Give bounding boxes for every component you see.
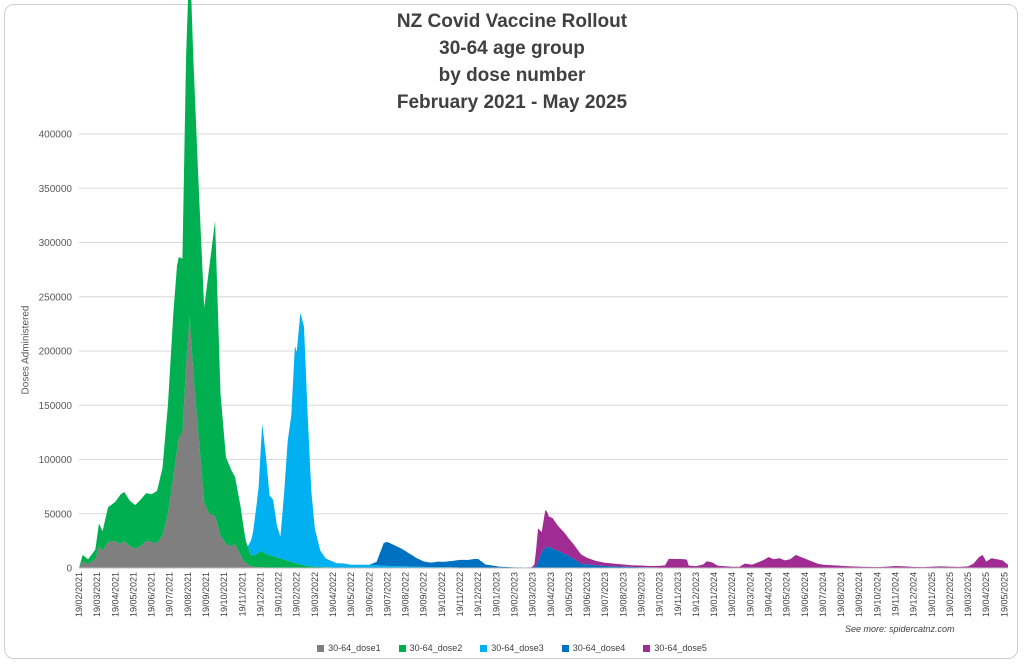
- legend-item: 30-64_dose5: [643, 643, 707, 653]
- x-tick-label: 19/10/2024: [872, 572, 882, 617]
- chart-title: NZ Covid Vaccine Rollout 30-64 age group…: [0, 8, 1024, 116]
- x-tick-label: 19/05/2022: [346, 572, 356, 617]
- y-tick-label: 200000: [39, 347, 73, 358]
- x-tick-label: 19/04/2021: [110, 572, 120, 617]
- x-tick-label: 19/09/2024: [854, 572, 864, 617]
- x-tick-label: 19/04/2022: [328, 572, 338, 617]
- x-tick-label: 19/08/2021: [183, 572, 193, 617]
- legend-item: 30-64_dose4: [561, 643, 626, 653]
- legend: 30-64_dose1 30-64_dose2 30-64_dose3 30-64_d…: [0, 643, 1024, 653]
- y-tick-label: 0: [66, 564, 72, 575]
- legend-swatch: [561, 644, 569, 652]
- legend-swatch: [317, 644, 325, 652]
- x-tick-label: 19/02/2024: [727, 572, 737, 617]
- y-tick-label: 350000: [39, 184, 73, 195]
- x-tick-label: 19/03/2025: [963, 572, 973, 617]
- legend-item: 30-64_dose2: [398, 643, 463, 653]
- x-tick-label: 19/02/2023: [509, 572, 519, 617]
- x-tick-label: 19/03/2023: [528, 572, 538, 617]
- x-tick-label: 19/04/2025: [981, 572, 991, 617]
- x-tick-label: 19/09/2022: [419, 572, 429, 617]
- y-tick-label: 50000: [44, 509, 72, 520]
- legend-swatch: [480, 644, 488, 652]
- x-tick-label: 19/01/2024: [709, 572, 719, 617]
- x-tick-label: 19/03/2021: [92, 572, 102, 617]
- x-tick-labels: 19/02/2021 19/03/2021 19/04/2021 19/05/2021…: [74, 572, 1009, 617]
- x-tick-label: 19/09/2023: [636, 572, 646, 617]
- x-tick-label: 19/11/2023: [673, 572, 683, 616]
- x-tick-label: 19/12/2023: [691, 572, 701, 617]
- legend-label: 30-64_dose1: [328, 643, 381, 653]
- x-tick-label: 19/03/2022: [310, 572, 320, 617]
- x-tick-label: 19/06/2021: [147, 572, 157, 617]
- x-tick-label: 19/10/2021: [219, 572, 229, 617]
- x-tick-label: 19/07/2022: [382, 572, 392, 617]
- x-tick-label: 19/08/2022: [401, 572, 411, 617]
- x-tick-label: 19/11/2024: [891, 572, 901, 616]
- x-tick-label: 19/06/2024: [800, 572, 810, 617]
- x-tick-label: 19/01/2023: [491, 572, 501, 617]
- title-line-2: 30-64 age group: [439, 38, 585, 59]
- y-tick-label: 100000: [39, 455, 73, 466]
- x-tick-label: 19/12/2022: [473, 572, 483, 617]
- x-tick-label: 19/05/2025: [999, 572, 1009, 617]
- x-tick-label: 19/06/2022: [364, 572, 374, 617]
- legend-swatch: [398, 644, 406, 652]
- series-areas: [79, 0, 1008, 568]
- legend-label: 30-64_dose4: [572, 643, 626, 653]
- source-credit: See more: spidercatnz.com: [845, 624, 955, 634]
- title-line-1: NZ Covid Vaccine Rollout: [396, 11, 628, 32]
- x-tick-label: 19/11/2021: [237, 572, 247, 616]
- legend-swatch: [643, 644, 651, 652]
- x-tick-label: 19/05/2023: [564, 572, 574, 617]
- x-tick-label: 19/01/2022: [274, 572, 284, 617]
- y-tick-labels: 0 50000 100000 150000 200000 250000 300000 3500…: [39, 130, 73, 575]
- x-tick-label: 19/07/2021: [165, 572, 175, 617]
- legend-label: 30-64_dose3: [491, 643, 544, 653]
- x-tick-label: 19/12/2024: [909, 572, 919, 617]
- x-tick-label: 19/08/2024: [836, 572, 846, 617]
- title-line-3: by dose number: [438, 65, 586, 86]
- y-tick-label: 250000: [39, 292, 73, 303]
- x-tick-label: 19/02/2025: [945, 572, 955, 617]
- x-tick-label: 19/08/2023: [618, 572, 628, 617]
- legend-item: 30-64_dose1: [317, 643, 381, 653]
- legend-label: 30-64_dose2: [409, 643, 463, 653]
- x-tick-label: 19/04/2024: [763, 572, 773, 617]
- y-tick-label: 150000: [39, 401, 73, 412]
- x-tick-label: 19/10/2023: [655, 572, 665, 617]
- x-tick-label: 19/05/2024: [782, 572, 792, 617]
- x-tick-label: 19/09/2021: [201, 572, 211, 617]
- x-tick-label: 19/01/2025: [927, 572, 937, 617]
- x-tick-label: 19/05/2021: [128, 572, 138, 617]
- x-tick-label: 19/03/2024: [745, 572, 755, 617]
- series-area-30-64_dose1: [79, 316, 1008, 568]
- x-tick-label: 19/02/2021: [74, 572, 84, 617]
- x-tick-label: 19/02/2022: [292, 572, 302, 617]
- x-tick-label: 19/04/2023: [546, 572, 556, 617]
- x-tick-label: 19/11/2022: [455, 572, 465, 616]
- x-tick-label: 19/10/2022: [437, 572, 447, 617]
- y-tick-label: 300000: [39, 238, 73, 249]
- title-line-4: February 2021 - May 2025: [396, 92, 628, 113]
- x-tick-label: 19/07/2023: [600, 572, 610, 617]
- legend-label: 30-64_dose5: [654, 643, 707, 653]
- x-tick-label: 19/06/2023: [582, 572, 592, 617]
- legend-item: 30-64_dose3: [480, 643, 544, 653]
- series-area-30-64_dose2: [79, 0, 1008, 568]
- x-tick-label: 19/12/2021: [255, 572, 265, 617]
- y-tick-label: 400000: [39, 130, 73, 141]
- x-tick-label: 19/07/2024: [818, 572, 828, 617]
